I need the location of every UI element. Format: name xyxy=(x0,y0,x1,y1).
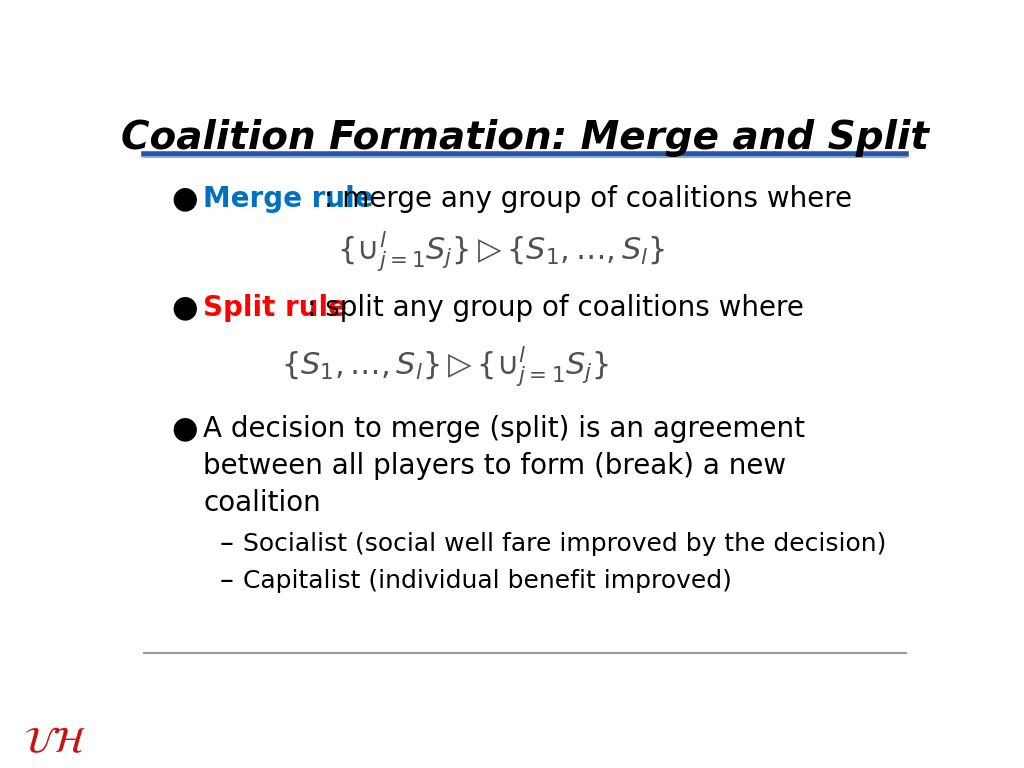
Text: : split any group of coalitions where: : split any group of coalitions where xyxy=(306,294,804,322)
Text: ●: ● xyxy=(172,293,199,323)
Text: Split rule: Split rule xyxy=(204,294,347,322)
Text: ●: ● xyxy=(172,415,199,444)
Text: $\{S_1, \ldots, S_l\} \rhd \{\cup_{j=1}^{l} S_j\}$: $\{S_1, \ldots, S_l\} \rhd \{\cup_{j=1}^… xyxy=(282,345,609,389)
Text: ●: ● xyxy=(172,184,199,213)
Text: Socialist (social well fare improved by the decision): Socialist (social well fare improved by … xyxy=(243,532,887,556)
Text: Merge rule: Merge rule xyxy=(204,184,374,213)
Text: A decision to merge (split) is an agreement: A decision to merge (split) is an agreem… xyxy=(204,415,806,443)
Text: : merge any group of coalitions where: : merge any group of coalitions where xyxy=(324,184,852,213)
Text: Coalition Formation: Merge and Split: Coalition Formation: Merge and Split xyxy=(121,119,929,157)
Text: $\mathbf{\mathcal{UH}}$: $\mathbf{\mathcal{UH}}$ xyxy=(25,725,86,759)
Text: –: – xyxy=(219,530,233,558)
Text: –: – xyxy=(219,567,233,594)
Text: between all players to form (break) a new: between all players to form (break) a ne… xyxy=(204,452,786,480)
Text: Capitalist (individual benefit improved): Capitalist (individual benefit improved) xyxy=(243,568,732,593)
Text: coalition: coalition xyxy=(204,488,322,517)
Text: $\{\cup_{j=1}^{l} S_j\} \rhd \{S_1, \ldots, S_l\}$: $\{\cup_{j=1}^{l} S_j\} \rhd \{S_1, \ldo… xyxy=(337,230,665,274)
